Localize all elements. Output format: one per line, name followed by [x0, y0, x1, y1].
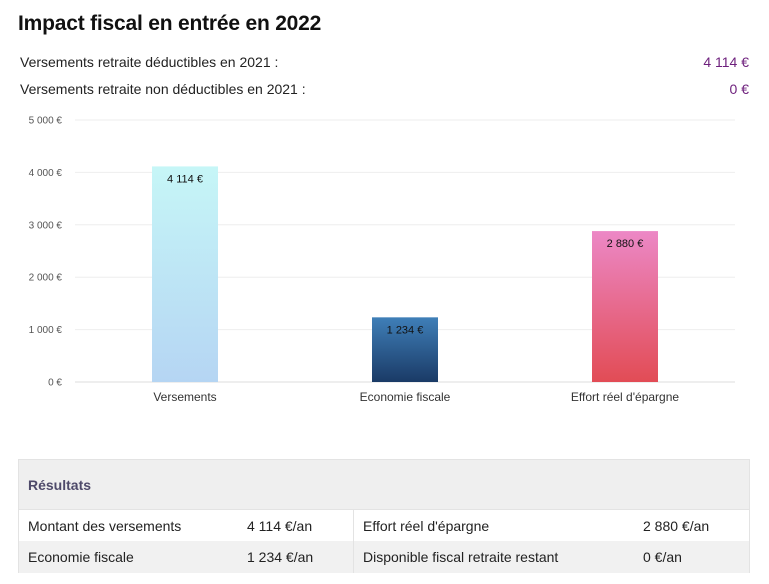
y-tick-label: 3 000 €: [29, 220, 63, 231]
results-header: Résultats: [18, 459, 750, 509]
bar: [372, 317, 438, 382]
bar-chart: 0 € 1 000 € 2 000 € 3 000 € 4 000 € 5 000 € 4 …: [29, 116, 735, 404]
bar-value-label: 1 234 €: [387, 324, 424, 336]
result-label: Economie fiscale: [28, 549, 134, 565]
result-value: 2 880 €/an: [643, 517, 710, 534]
results-row: Montant des versements 4 114 €/an Effort…: [18, 509, 750, 541]
y-tick-label: 0 €: [48, 378, 62, 389]
bar: [592, 231, 658, 382]
y-tick-label: 4 000 €: [29, 168, 63, 179]
y-tick-label: 5 000 €: [29, 116, 63, 127]
y-tick-label: 2 000 €: [29, 273, 63, 284]
result-label: Effort réel d'épargne: [363, 517, 490, 534]
summary-label: Versements retraite non déductibles en 2…: [20, 81, 306, 97]
results-row: Economie fiscale 1 234 €/an Disponible f…: [18, 541, 750, 573]
result-label: Montant des versements: [28, 517, 182, 534]
y-tick-label: 1 000 €: [29, 325, 63, 336]
x-tick-label: Economie fiscale: [360, 390, 451, 404]
result-value: 0 €/an: [643, 549, 682, 565]
summary-value: 4 114 €: [703, 54, 749, 70]
summary-value: 0 €: [729, 81, 749, 97]
summary-label: Versements retraite déductibles en 2021 …: [20, 54, 279, 70]
x-tick-label: Versements: [153, 390, 216, 404]
page-title: Impact fiscal en entrée en 2022: [18, 12, 322, 35]
result-value: 4 114 €/an: [247, 510, 354, 541]
result-value: 1 234 €/an: [247, 541, 354, 573]
results-panel: Résultats Montant des versements 4 114 €…: [18, 459, 750, 573]
summary-row-deductible: Versements retraite déductibles en 2021 …: [20, 51, 749, 73]
result-label: Disponible fiscal retraite restant: [363, 549, 559, 565]
x-tick-label: Effort réel d'épargne: [571, 390, 679, 404]
bar-value-label: 2 880 €: [607, 238, 644, 250]
summary-row-non-deductible: Versements retraite non déductibles en 2…: [20, 78, 749, 100]
bar: [152, 166, 218, 382]
bar-value-label: 4 114 €: [167, 173, 203, 185]
